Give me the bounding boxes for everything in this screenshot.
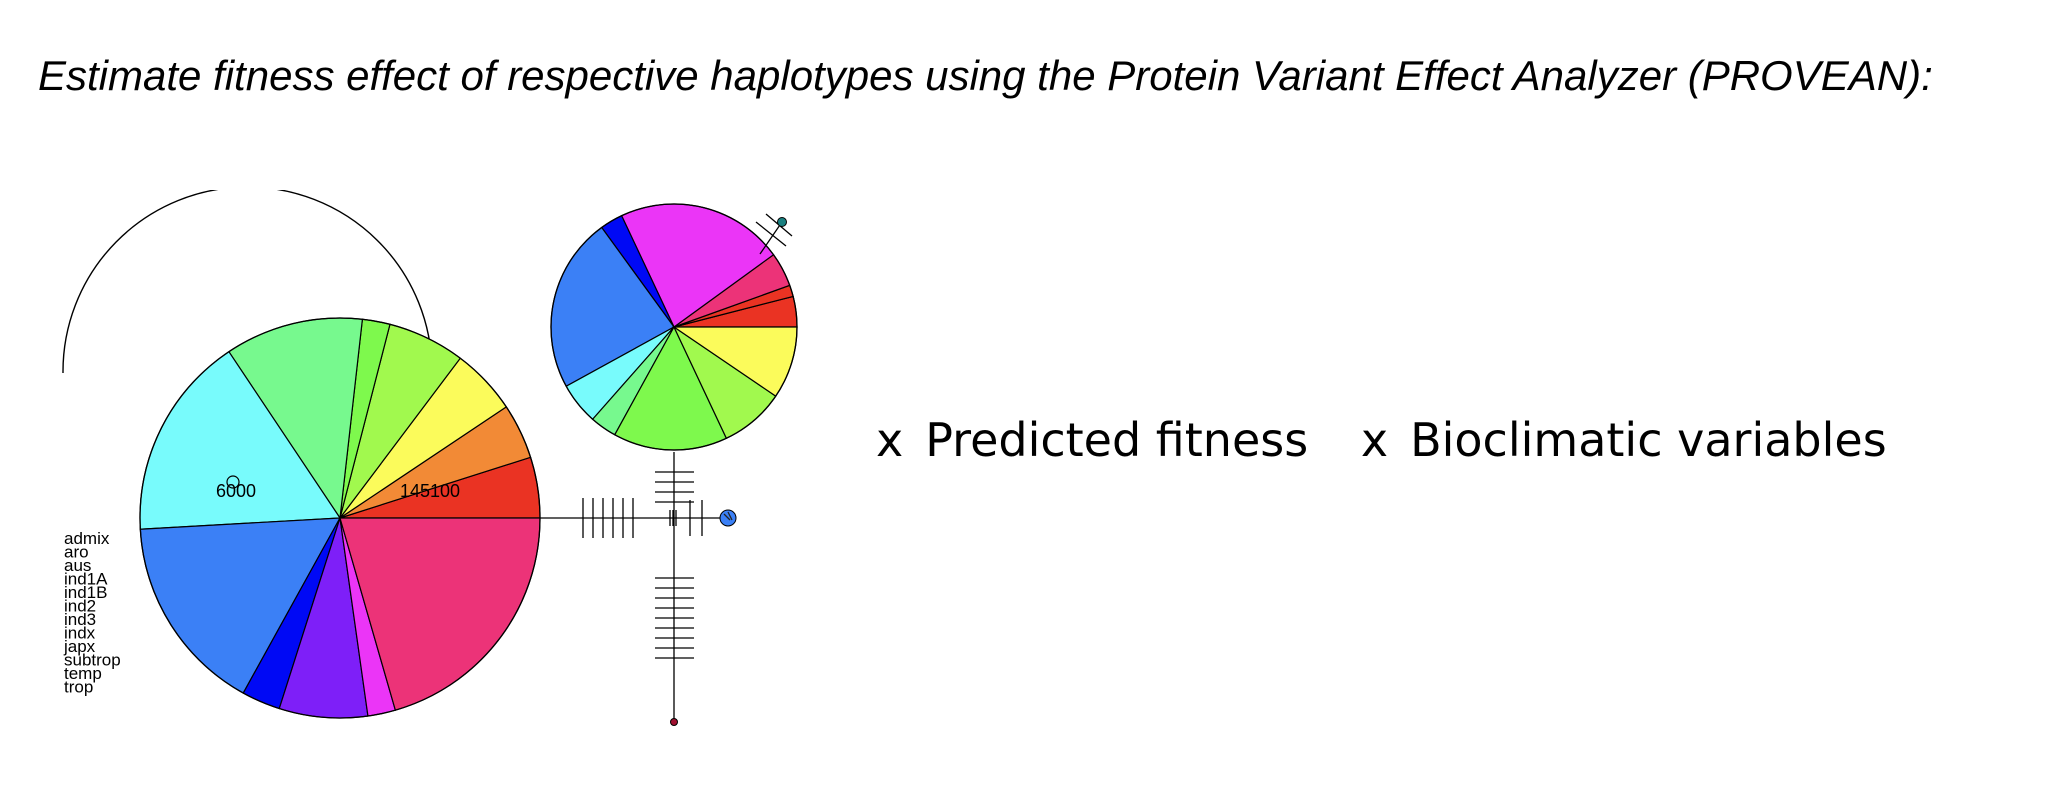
legend-item-aro: aro	[64, 543, 89, 562]
mutation-ticks-vertical	[655, 471, 694, 659]
legend-item-indx: indx	[64, 624, 96, 643]
node-label-6000: 6000	[216, 481, 256, 501]
times-symbol: x	[1360, 413, 1389, 467]
small-haplotype-pie	[550, 203, 798, 451]
legend-item-ind3: ind3	[64, 610, 96, 629]
terminal-node-upper	[777, 217, 787, 227]
network-arc	[62, 190, 433, 374]
factor-label: Bioclimatic variables	[1410, 413, 1887, 467]
node-label-145100: 145100	[400, 481, 460, 501]
edge-diagonal	[759, 221, 783, 255]
legend-item-japx: japx	[63, 637, 96, 656]
node-marker	[226, 475, 240, 489]
legend: admix aro aus ind1A ind1B ind2 ind3 indx…	[63, 529, 121, 697]
terminal-node-bottom	[670, 718, 678, 726]
times-symbol: x	[876, 413, 904, 467]
legend-item-subtrop: subtrop	[64, 651, 121, 670]
haplotype-network: 6000 145100 admix aro aus ind1A ind1B in…	[62, 190, 798, 726]
terminal-node-right-detail	[723, 511, 733, 521]
factor-bioclimatic-variables: x Bioclimatic variables	[1361, 410, 1887, 470]
legend-item-ind1B: ind1B	[64, 583, 107, 602]
legend-item-ind2: ind2	[64, 597, 96, 616]
legend-item-ind1A: ind1A	[64, 570, 108, 589]
large-haplotype-pie	[139, 317, 541, 719]
slide-title: Estimate fitness effect of respective ha…	[38, 52, 1933, 99]
mutation-ticks-horizontal	[582, 498, 703, 538]
legend-item-temp: temp	[64, 664, 102, 683]
factor-list: x Predicted fitness x Bioclimatic variable…	[876, 410, 1887, 470]
legend-item-aus: aus	[64, 556, 91, 575]
small-pie-outline	[550, 203, 798, 451]
legend-item-trop: trop	[64, 678, 93, 697]
legend-item-admix: admix	[64, 529, 110, 548]
factor-label: Predicted fitness	[925, 413, 1309, 467]
factor-predicted-fitness: x Predicted fitness	[876, 410, 1308, 470]
